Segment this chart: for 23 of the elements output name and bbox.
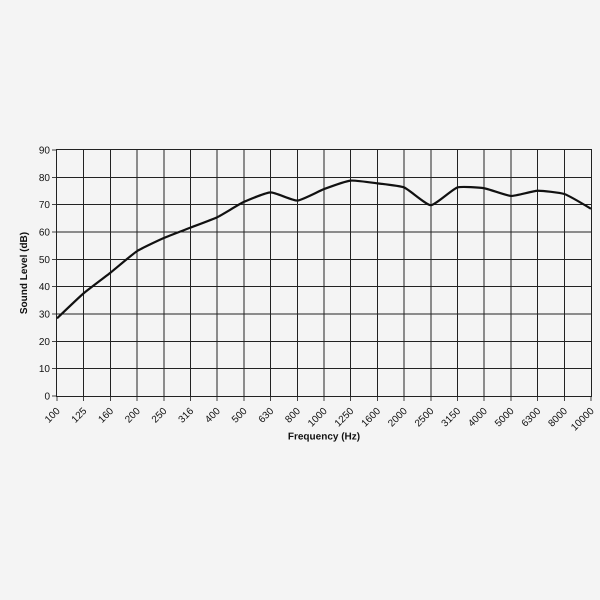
y-tick-label: 60 xyxy=(38,228,50,238)
x-tick-label: 200 xyxy=(123,406,144,426)
y-tick-label: 20 xyxy=(38,336,50,348)
x-tick-label: 800 xyxy=(283,406,304,426)
x-axis-title: Frequency (Hz) xyxy=(288,431,360,442)
y-tick-label: 90 xyxy=(38,146,50,156)
y-tick-label: 70 xyxy=(38,200,50,212)
x-tick-label: 100 xyxy=(43,406,63,426)
x-tick-label: 630 xyxy=(256,406,277,426)
x-tick-label: 400 xyxy=(203,406,224,426)
x-tick-label: 160 xyxy=(96,406,116,426)
x-tick-label: 125 xyxy=(70,406,90,426)
y-tick-label: 40 xyxy=(38,282,50,294)
y-tick-label: 0 xyxy=(44,392,50,402)
x-tick-label: 500 xyxy=(230,406,250,426)
line-series xyxy=(57,179,591,320)
y-tick-label: 80 xyxy=(38,172,50,184)
x-tick-label: 316 xyxy=(176,406,196,426)
y-tick-label: 10 xyxy=(38,364,50,376)
x-tick-label: 250 xyxy=(150,406,170,426)
y-axis-title: Sound Level (dB) xyxy=(19,232,30,314)
y-tick-label: 30 xyxy=(38,310,50,320)
y-tick-label: 50 xyxy=(38,254,50,266)
